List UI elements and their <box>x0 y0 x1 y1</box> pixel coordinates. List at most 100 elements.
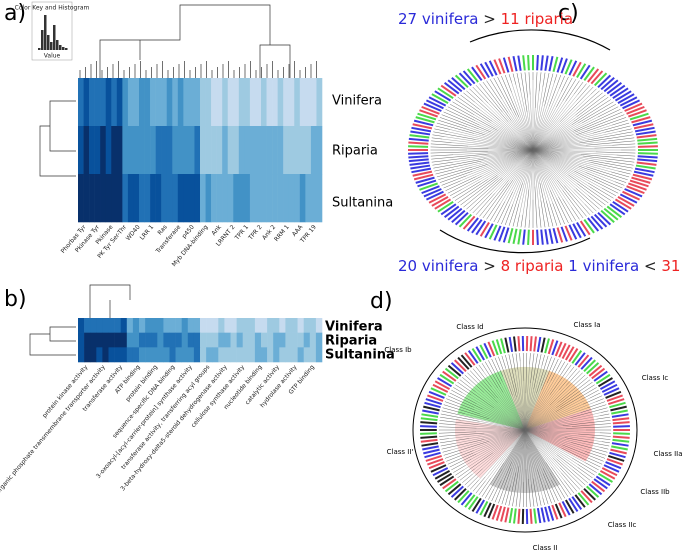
inner-branch <box>524 429 562 449</box>
class-label: Class Ib <box>384 346 412 354</box>
clade-shade <box>501 367 549 430</box>
leaf <box>632 173 653 181</box>
heat-cell <box>187 318 195 333</box>
leaf <box>561 500 571 516</box>
inner-branch <box>480 149 534 182</box>
leaf <box>551 340 559 356</box>
inner-branch <box>520 90 534 151</box>
leaf <box>572 223 582 239</box>
branch <box>556 77 573 108</box>
branch <box>560 363 569 376</box>
branch <box>576 85 591 101</box>
leaf <box>579 64 591 80</box>
branch <box>453 465 466 473</box>
heat-cell <box>279 347 286 363</box>
inner-branch <box>532 108 536 151</box>
leaf <box>471 66 483 81</box>
branch <box>601 187 617 196</box>
leaf <box>462 215 476 230</box>
leaf <box>420 417 438 422</box>
inner-branch <box>472 149 534 168</box>
heat-cell <box>155 78 162 127</box>
inner-branch <box>511 120 534 151</box>
leaf <box>457 356 470 370</box>
inner-branch <box>532 145 613 151</box>
leaf <box>603 207 619 221</box>
leaf <box>605 461 622 470</box>
inner-branch <box>532 149 591 163</box>
inner-branch <box>532 124 613 151</box>
branch <box>447 106 476 121</box>
panel-label: a) <box>4 1 26 26</box>
leaf <box>508 507 514 524</box>
inner-branch <box>532 149 596 153</box>
heat-cell <box>309 332 317 348</box>
leaf <box>597 377 613 388</box>
leaf <box>423 102 442 112</box>
heat-cell <box>116 126 123 175</box>
panel-label: b) <box>4 287 27 312</box>
heat-cell <box>139 347 146 363</box>
heat-cell <box>249 126 256 175</box>
branch <box>562 420 611 426</box>
branch <box>589 392 601 399</box>
heat-cell <box>111 126 118 175</box>
leaf <box>609 84 626 97</box>
heat-cell <box>84 347 91 363</box>
heat-cell <box>273 347 280 363</box>
inner-branch <box>532 122 583 151</box>
leaf <box>540 229 544 245</box>
leaf <box>419 109 438 118</box>
inner-branch <box>480 413 526 431</box>
leaf <box>427 458 444 466</box>
leaf <box>410 164 431 170</box>
inner-branch <box>485 429 526 478</box>
inner-branch <box>490 131 534 151</box>
inner-branch <box>508 149 534 184</box>
heat-cell <box>193 347 201 363</box>
heat-cell <box>172 126 179 175</box>
branch <box>447 395 475 408</box>
branch <box>508 74 512 83</box>
leaf <box>422 445 439 451</box>
leaf <box>611 413 629 418</box>
leaf <box>500 506 506 522</box>
inner-branch <box>532 145 587 151</box>
inner-branch <box>467 126 534 151</box>
heat-cell <box>83 174 90 223</box>
inner-branch <box>488 429 526 442</box>
leaf <box>493 59 502 75</box>
leaf <box>447 364 462 377</box>
heat-cell <box>272 126 278 175</box>
inner-branch <box>532 149 540 183</box>
histogram-bar <box>62 47 65 50</box>
inner-branch <box>532 121 561 151</box>
inner-branch <box>482 429 526 469</box>
inner-branch <box>502 429 526 469</box>
inner-branch <box>474 429 526 469</box>
sign: > <box>483 257 496 275</box>
heat-cell <box>89 174 95 223</box>
inner-branch <box>524 412 601 431</box>
svg-text:20 vinifera > 8 riparia 1 vini: 20 vinifera > 8 riparia 1 vinifera < 31 … <box>398 257 685 275</box>
heat-cell <box>194 174 201 223</box>
column-label: inorganic phosphate transmembrane transp… <box>0 363 107 499</box>
heat-cell <box>83 126 90 175</box>
heat-cell <box>116 78 123 127</box>
inner-branch <box>532 149 589 196</box>
inner-branch <box>524 402 561 431</box>
heat-cell <box>193 332 201 348</box>
branch <box>573 109 621 132</box>
inner-branch <box>524 429 538 470</box>
inner-branch <box>529 149 534 220</box>
leaf <box>571 496 583 510</box>
key-title: Color Key and Histogram <box>15 5 90 12</box>
branch <box>491 480 502 502</box>
leaf <box>513 336 517 352</box>
branch <box>469 88 483 102</box>
inner-branch <box>463 429 526 470</box>
leaf <box>632 119 653 127</box>
inner-branch <box>532 131 619 151</box>
leaf <box>408 137 429 142</box>
inner-branch <box>532 149 558 181</box>
